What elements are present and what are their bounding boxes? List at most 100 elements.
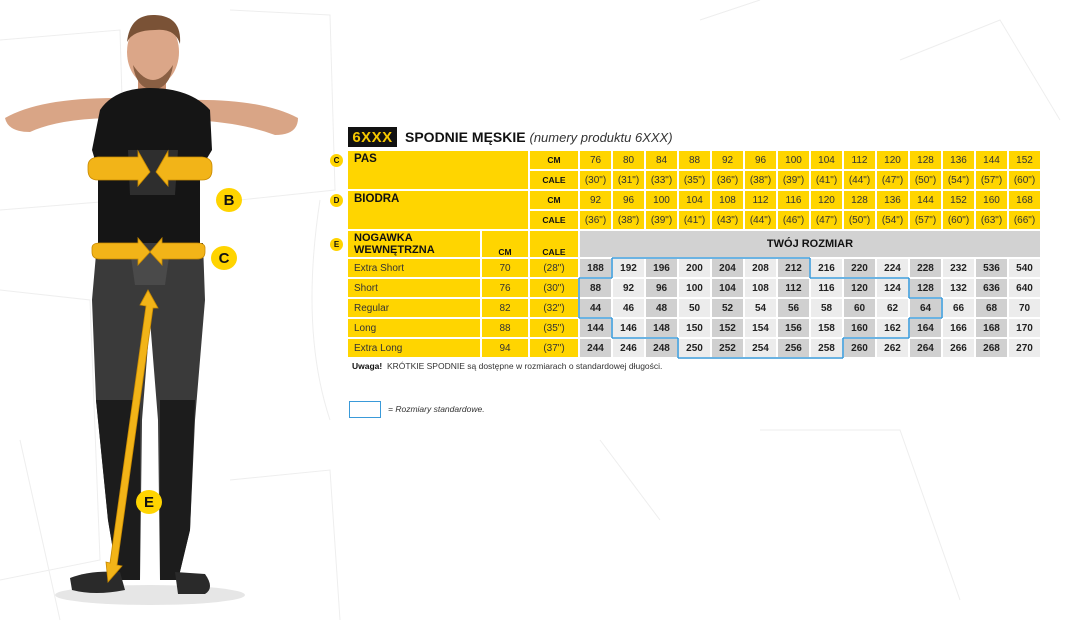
size-cell: 70 (1009, 299, 1040, 317)
size-cell: 640 (1009, 279, 1040, 297)
waist-cm-value: 104 (811, 151, 842, 169)
waist-cale-value: (38") (745, 171, 776, 189)
marker-hips: D (330, 194, 343, 207)
hips-cale-value: (66") (1009, 211, 1040, 229)
size-cell: 128 (910, 279, 941, 297)
hips-label: BIODRA (348, 191, 528, 229)
size-cell: 268 (976, 339, 1007, 357)
size-cell: 246 (613, 339, 644, 357)
size-cell: 212 (778, 259, 809, 277)
inseam-row-name: Long (348, 319, 480, 337)
inseam-cale-header: CALE (530, 231, 578, 257)
size-cell: 232 (943, 259, 974, 277)
title-text: SPODNIE MĘSKIE (405, 129, 526, 145)
size-cell: 164 (910, 319, 941, 337)
size-cell: 48 (646, 299, 677, 317)
size-cell: 196 (646, 259, 677, 277)
size-cell: 168 (976, 319, 1007, 337)
note: Uwaga! KRÓTKIE SPODNIE są dostępne w roz… (352, 361, 662, 371)
size-header: TWÓJ ROZMIAR (580, 231, 1040, 257)
size-cell: 46 (613, 299, 644, 317)
waist-cale-value: (41") (811, 171, 842, 189)
size-cell: 152 (712, 319, 743, 337)
size-cell: 92 (613, 279, 644, 297)
size-cell: 146 (613, 319, 644, 337)
size-cell: 54 (745, 299, 776, 317)
size-cell: 66 (943, 299, 974, 317)
hips-cm-value: 92 (580, 191, 611, 209)
size-cell: 154 (745, 319, 776, 337)
inseam-row-cm: 76 (482, 279, 528, 297)
hips-cale-value: (47") (811, 211, 842, 229)
hips-cale-value: (36") (580, 211, 611, 229)
waist-cm-value: 144 (976, 151, 1007, 169)
size-cell: 540 (1009, 259, 1040, 277)
size-cell: 244 (580, 339, 611, 357)
waist-cm-unit: CM (530, 151, 578, 169)
size-cell: 228 (910, 259, 941, 277)
hips-cm-value: 104 (679, 191, 710, 209)
waist-cale-unit: CALE (530, 171, 578, 189)
waist-cale-value: (39") (778, 171, 809, 189)
waist-label: PAS (348, 151, 528, 189)
inseam-cm-header: CM (482, 231, 528, 257)
size-cell: 252 (712, 339, 743, 357)
size-cell: 62 (877, 299, 908, 317)
legend-swatch (349, 401, 381, 418)
size-cell: 120 (844, 279, 875, 297)
size-cell: 58 (811, 299, 842, 317)
marker-waist: C (330, 154, 343, 167)
inseam-label: NOGAWKA WEWNĘTRZNA (348, 231, 480, 257)
hips-cm-value: 108 (712, 191, 743, 209)
waist-cm-value: 112 (844, 151, 875, 169)
waist-cale-value: (47") (877, 171, 908, 189)
waist-cale-value: (54") (943, 171, 974, 189)
measurement-arrows (87, 149, 213, 583)
size-cell: 220 (844, 259, 875, 277)
inseam-row-cale: (37") (530, 339, 578, 357)
size-cell: 124 (877, 279, 908, 297)
size-cell: 248 (646, 339, 677, 357)
size-cell: 188 (580, 259, 611, 277)
inseam-row-name: Extra Long (348, 339, 480, 357)
figure-marker-b: B (216, 188, 242, 212)
marker-inseam: E (330, 238, 343, 251)
inseam-row-name: Regular (348, 299, 480, 317)
size-cell: 160 (844, 319, 875, 337)
size-cell: 264 (910, 339, 941, 357)
waist-cm-value: 80 (613, 151, 644, 169)
waist-cm-value: 120 (877, 151, 908, 169)
size-cell: 50 (679, 299, 710, 317)
size-cell: 132 (943, 279, 974, 297)
waist-cale-value: (60") (1009, 171, 1040, 189)
inseam-row-cm: 82 (482, 299, 528, 317)
inseam-row-name: Extra Short (348, 259, 480, 277)
inseam-row-cale: (30") (530, 279, 578, 297)
waist-cale-value: (35") (679, 171, 710, 189)
hips-cale-value: (50") (844, 211, 875, 229)
waist-cm-value: 76 (580, 151, 611, 169)
waist-cm-value: 88 (679, 151, 710, 169)
note-text: KRÓTKIE SPODNIE są dostępne w rozmiarach… (386, 361, 663, 371)
size-cell: 266 (943, 339, 974, 357)
hips-cm-value: 112 (745, 191, 776, 209)
waist-cm-value: 136 (943, 151, 974, 169)
hips-cale-value: (57") (910, 211, 941, 229)
hips-cm-value: 128 (844, 191, 875, 209)
hips-cm-value: 168 (1009, 191, 1040, 209)
size-cell: 144 (580, 319, 611, 337)
hips-cm-value: 160 (976, 191, 1007, 209)
size-cell: 116 (811, 279, 842, 297)
waist-cm-value: 100 (778, 151, 809, 169)
size-cell: 100 (679, 279, 710, 297)
hips-cm-unit: CM (530, 191, 578, 209)
waist-cm-value: 96 (745, 151, 776, 169)
size-cell: 170 (1009, 319, 1040, 337)
hips-cale-value: (43") (712, 211, 743, 229)
inseam-row-cm: 70 (482, 259, 528, 277)
size-cell: 260 (844, 339, 875, 357)
size-cell: 112 (778, 279, 809, 297)
size-cell: 56 (778, 299, 809, 317)
size-table: PAS CM CALE 76 80 84 88 92 96 100 104 112 120 128 136 1… (348, 151, 1040, 357)
hips-cale-value: (63") (976, 211, 1007, 229)
